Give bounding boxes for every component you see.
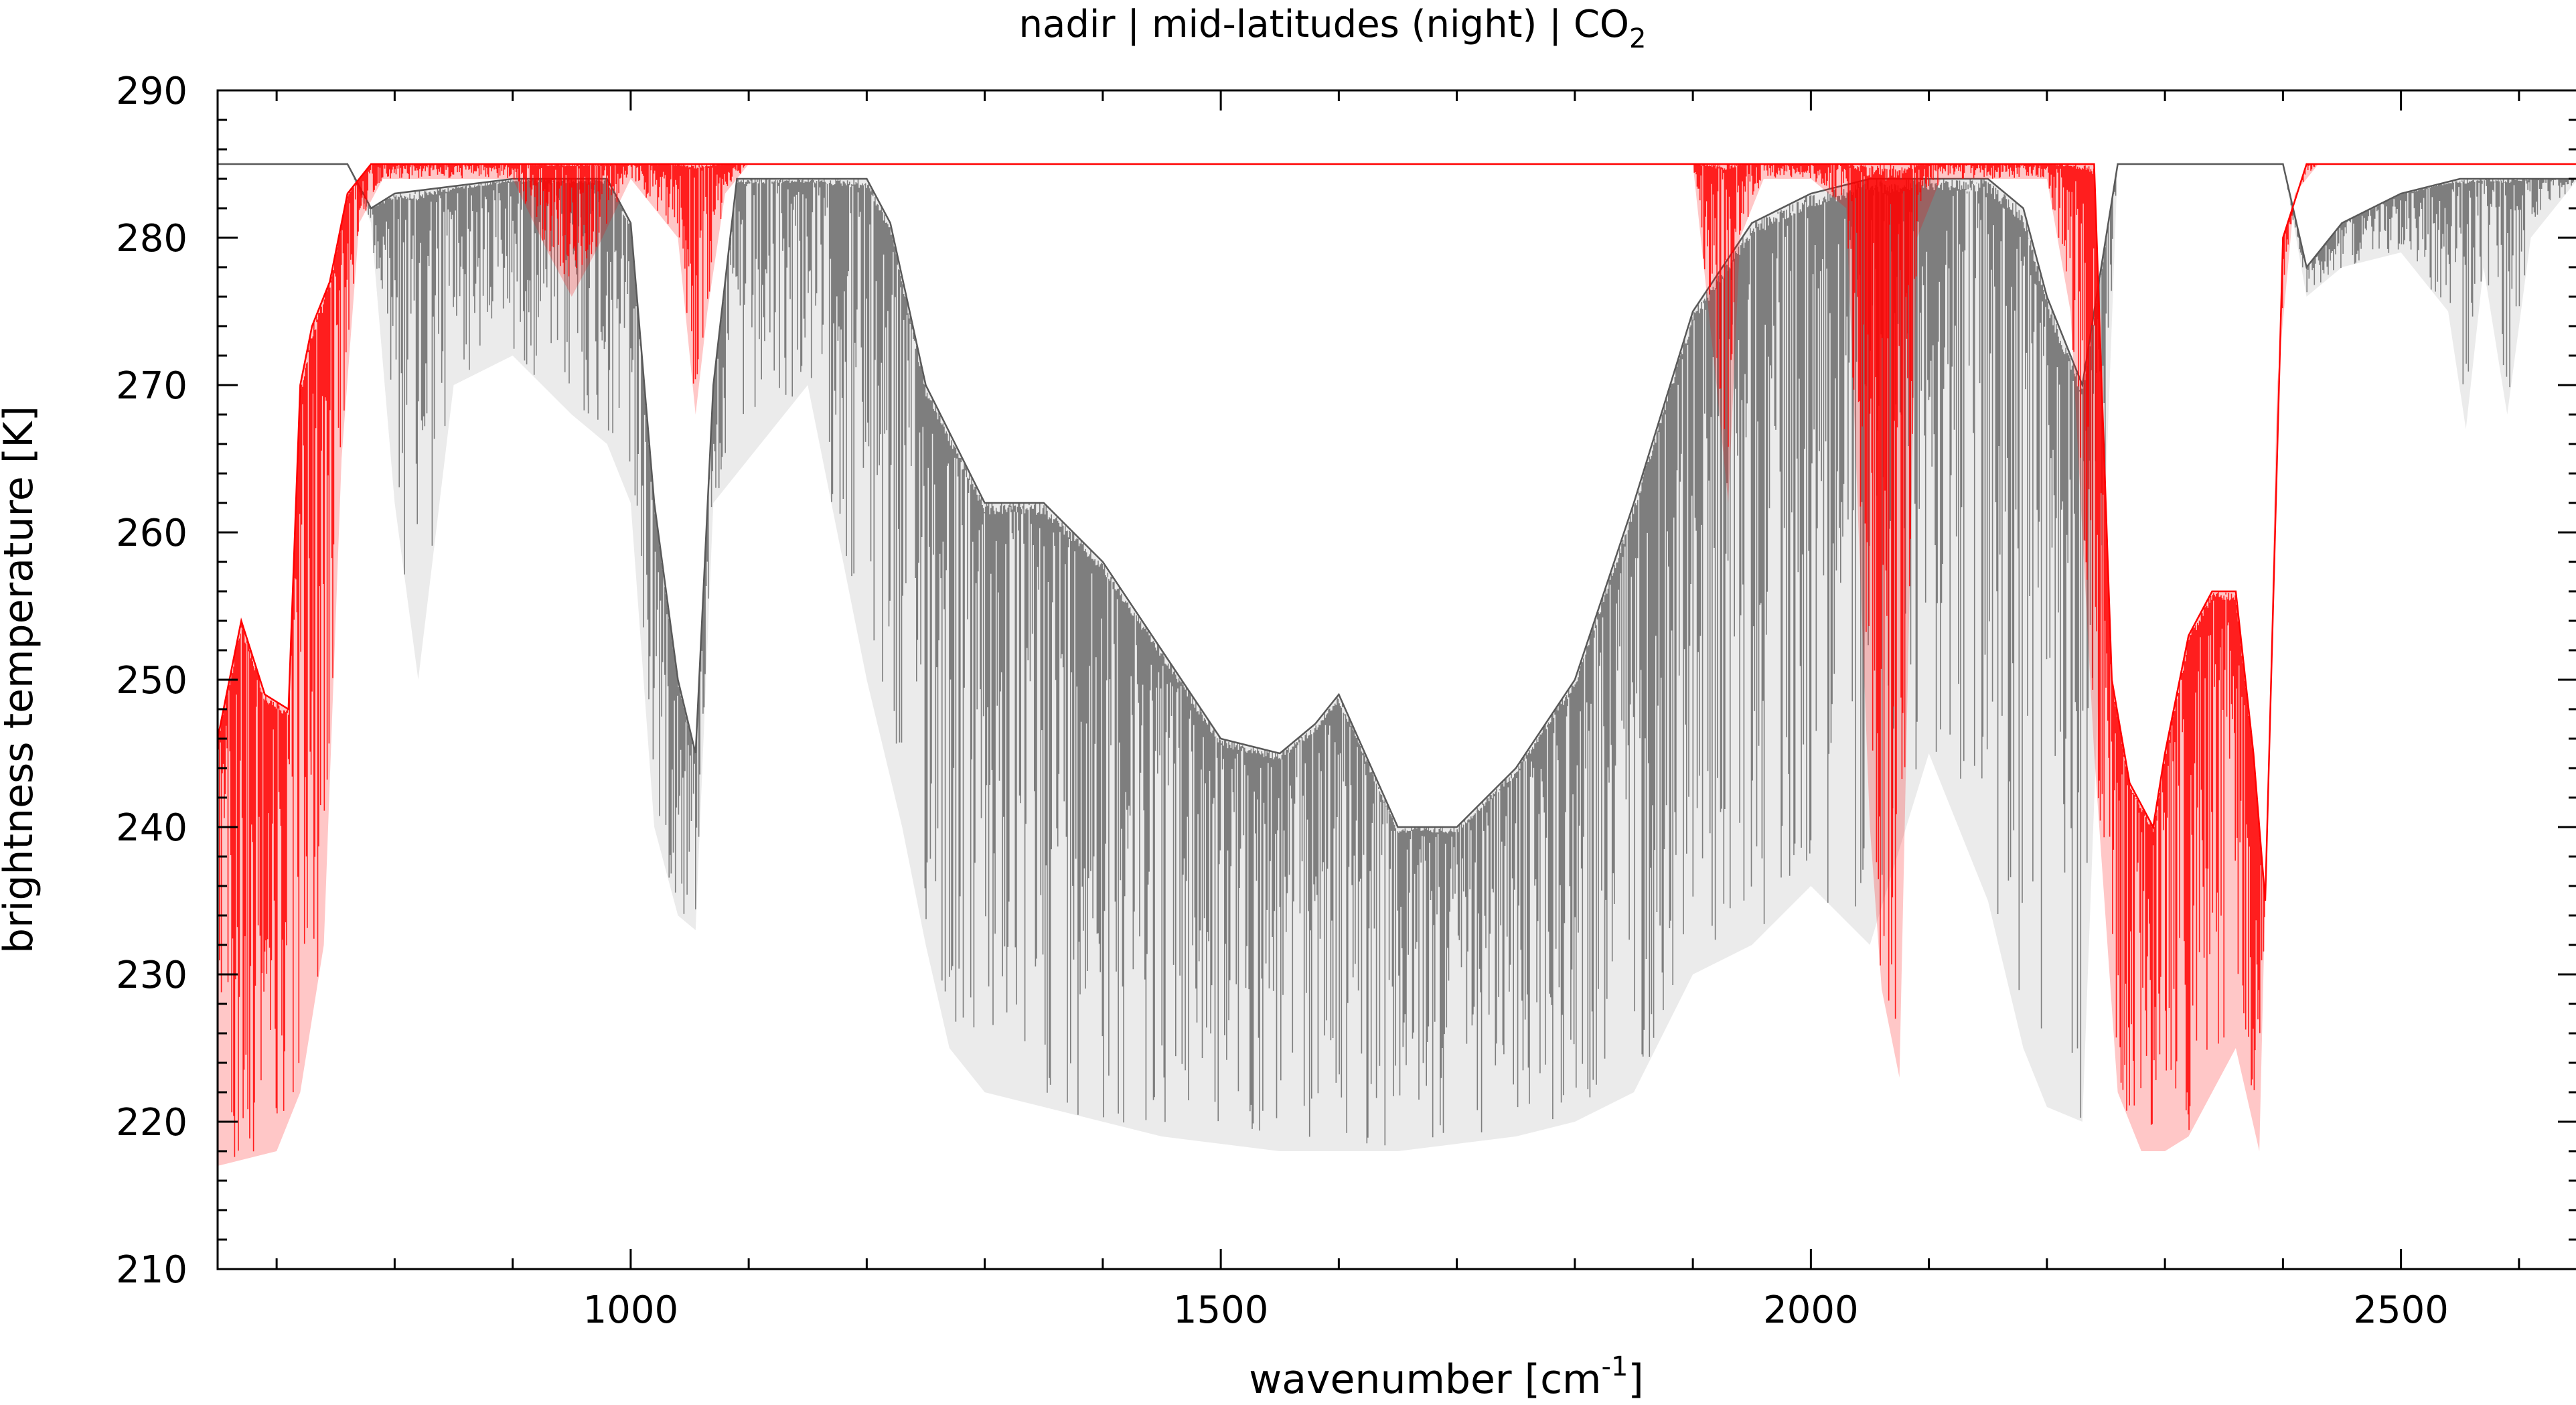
series-outline (218, 163, 2576, 828)
y-tick-label: 240 (116, 806, 187, 850)
y-axis-ticks: 210 220 230 240 250 260 270 280 290 (116, 70, 2576, 1292)
chart-title: nadir | mid-latitudes (night) | CO2 (1019, 3, 1647, 54)
x-tick-label: 1000 (583, 1288, 679, 1332)
y-tick-label: 290 (116, 70, 187, 113)
y-tick-label: 250 (116, 659, 187, 702)
y-tick-label: 230 (116, 954, 187, 997)
y-tick-label: 220 (116, 1101, 187, 1144)
series-envelope (218, 164, 2576, 1151)
y-tick-label: 210 (116, 1248, 187, 1292)
series-layer (216, 163, 2576, 1166)
series-outline (216, 163, 2576, 901)
series-gray (218, 163, 2576, 1151)
y-axis-label: brightness temperature [K] (0, 406, 42, 954)
x-axis-label: wavenumber [cm-1] (1249, 1351, 1644, 1403)
series-red (216, 163, 2576, 1166)
y-tick-label: 260 (116, 512, 187, 555)
x-axis-ticks: 1000 1500 2000 2500 (275, 90, 2520, 1332)
y-tick-label: 270 (116, 364, 187, 408)
x-tick-label: 2000 (1763, 1288, 1859, 1332)
x-tick-label: 2500 (2353, 1288, 2449, 1332)
x-tick-label: 1500 (1173, 1288, 1269, 1332)
y-tick-label: 280 (116, 217, 187, 261)
